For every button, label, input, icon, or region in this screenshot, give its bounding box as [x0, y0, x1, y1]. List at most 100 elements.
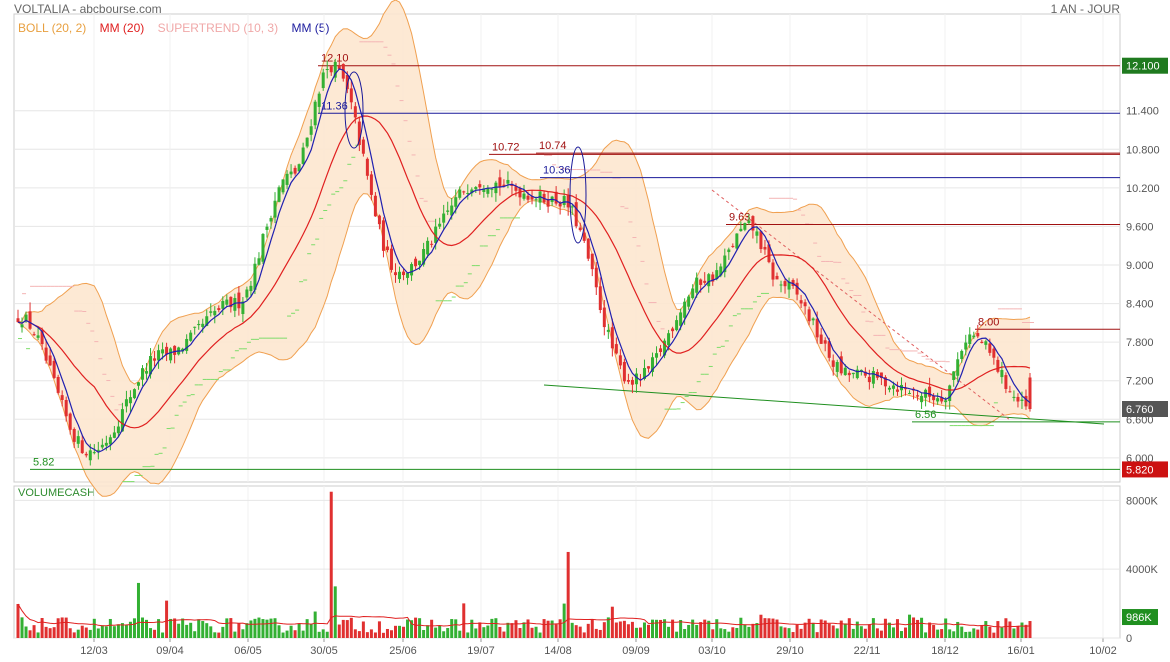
volume-bar: [964, 631, 968, 638]
volume-title: VOLUMECASH: [18, 487, 96, 499]
volume-bar: [108, 618, 112, 638]
candle-body: [289, 171, 293, 175]
volume-bar: [646, 624, 650, 638]
candle-body: [815, 318, 819, 338]
candle-body: [651, 357, 655, 372]
candle-body: [377, 215, 381, 225]
volume-bar: [819, 619, 823, 638]
annotation-label: 10.36: [543, 165, 571, 177]
volume-ma-line: [17, 603, 1031, 628]
candle-body: [225, 299, 229, 305]
candle-body: [675, 320, 679, 331]
candle-body: [60, 395, 64, 400]
candle-body: [775, 275, 779, 280]
candle-body: [570, 206, 574, 208]
candle-body: [626, 379, 630, 382]
candle-body: [683, 301, 687, 318]
candle-body: [586, 238, 590, 259]
legend-mm20: MM (20): [99, 21, 145, 35]
candle-body: [161, 349, 165, 354]
volume-bar: [462, 603, 466, 638]
x-tick-label: 06/05: [234, 645, 262, 657]
volume-bar: [1004, 618, 1008, 638]
candle-body: [976, 333, 980, 337]
volume-bar: [446, 628, 450, 638]
volume-bar: [40, 618, 44, 638]
volume-bar: [614, 622, 618, 638]
volume-bar: [313, 611, 317, 638]
candle-body: [442, 213, 446, 223]
candle-body: [92, 452, 96, 454]
candle-body: [353, 106, 357, 118]
volume-bar: [578, 626, 582, 638]
volume-bar: [124, 625, 128, 638]
candle-body: [369, 174, 373, 195]
candle-body: [217, 308, 221, 311]
volume-bar: [691, 619, 695, 638]
volume-bar: [1028, 621, 1032, 638]
volume-bar: [755, 623, 759, 638]
candle-body: [1012, 396, 1016, 398]
candle-body: [663, 340, 667, 356]
volume-bar: [642, 622, 646, 638]
volume-bar: [482, 627, 486, 638]
volume-bar: [683, 629, 687, 638]
candle-body: [916, 395, 920, 397]
volume-bar: [506, 622, 510, 638]
candle-body: [534, 199, 538, 201]
volume-bar: [562, 603, 566, 638]
y-tick-label: 10.200: [1126, 183, 1160, 195]
volume-bar: [703, 619, 707, 638]
volume-bar: [297, 623, 301, 638]
volume-bar: [952, 631, 956, 638]
volume-bar: [968, 631, 972, 638]
candle-body: [667, 333, 671, 346]
candle-body: [851, 372, 855, 375]
volume-bar: [634, 627, 638, 638]
price-box-label: 12.100: [1126, 61, 1160, 73]
volume-bar: [213, 632, 217, 638]
candle-body: [88, 450, 92, 461]
candle-body: [237, 292, 241, 309]
volume-bar: [735, 627, 739, 638]
candle-body: [735, 233, 739, 249]
volume-bar: [920, 617, 924, 638]
candle-body: [84, 453, 88, 456]
volume-bar: [1020, 622, 1024, 638]
candle-body: [402, 271, 406, 276]
volume-bar: [779, 626, 783, 638]
candle-body: [249, 285, 253, 292]
volume-bar: [594, 628, 598, 638]
volume-bar: [522, 622, 526, 638]
candle-body: [56, 376, 60, 393]
candle-body: [707, 274, 711, 287]
volume-bar: [217, 632, 221, 638]
volume-tick-label: 0: [1126, 633, 1132, 645]
volume-bar: [438, 625, 442, 638]
volume-bar: [582, 632, 586, 638]
volume-bar: [410, 620, 414, 638]
candle-body: [140, 368, 144, 380]
volume-bar: [638, 627, 642, 638]
volume-bar: [879, 630, 883, 638]
candle-body: [855, 369, 859, 379]
volume-bar: [626, 624, 630, 638]
candle-body: [755, 231, 759, 236]
candle-body: [72, 429, 76, 442]
candle-body: [389, 248, 393, 270]
volume-bar: [771, 618, 775, 638]
volume-bar: [663, 619, 667, 638]
candle-body: [281, 179, 285, 193]
volume-bar: [1008, 621, 1012, 638]
volume-bar: [377, 621, 381, 638]
volume-bar: [747, 626, 751, 638]
volume-bar: [305, 619, 309, 638]
candle-body: [422, 249, 426, 265]
volume-bar: [173, 618, 177, 638]
candle-body: [321, 72, 325, 89]
candle-body: [590, 253, 594, 270]
candle-body: [434, 226, 438, 243]
y-tick-label: 9.600: [1126, 221, 1154, 233]
instrument-title: VOLTALIA - abcbourse.com: [14, 2, 162, 16]
candle-body: [393, 272, 397, 276]
